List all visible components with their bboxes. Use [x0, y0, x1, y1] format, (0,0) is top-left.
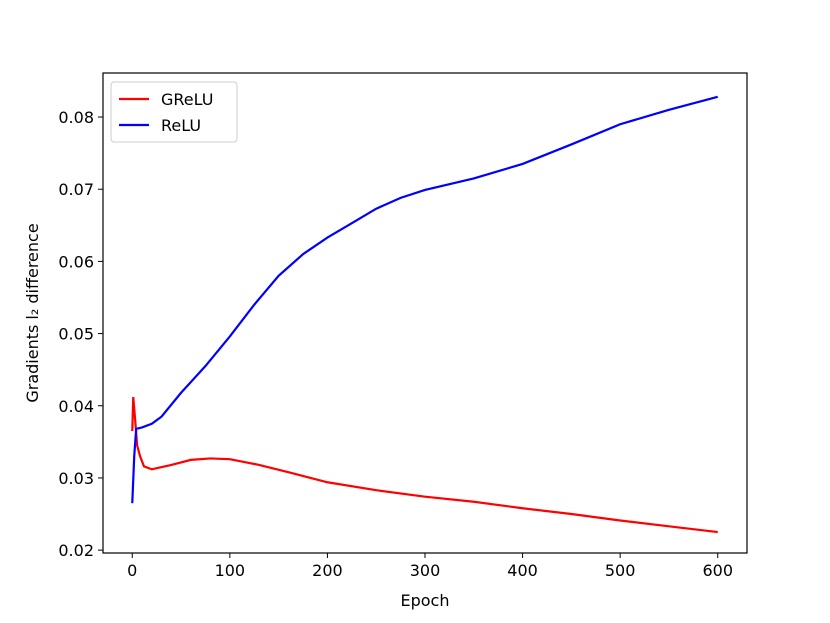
x-tick-label: 200: [312, 561, 343, 580]
x-tick-label: 500: [605, 561, 636, 580]
line: [131, 396, 718, 534]
x-tick-label: 0: [127, 561, 137, 580]
y-tick-label: 0.05: [58, 325, 94, 344]
x-axis-label: Epoch: [401, 591, 450, 610]
y-axis-label: Gradients l₂ difference: [23, 223, 42, 402]
y-tick-label: 0.04: [58, 397, 94, 416]
x-tick-label: 600: [702, 561, 733, 580]
y-tick-label: 0.03: [58, 469, 94, 488]
plot-frame: [102, 72, 748, 554]
x-tick-label: 400: [507, 561, 538, 580]
line: [131, 95, 719, 504]
y-tick-label: 0.02: [58, 541, 94, 560]
legend-label: GReLU: [161, 90, 213, 109]
x-tick-label: 100: [215, 561, 246, 580]
legend-label: ReLU: [161, 116, 201, 135]
y-tick-label: 0.08: [58, 108, 94, 127]
y-tick-label: 0.07: [58, 180, 94, 199]
x-tick-label: 300: [410, 561, 441, 580]
legend-box: [110, 81, 238, 143]
y-tick-label: 0.06: [58, 252, 94, 271]
